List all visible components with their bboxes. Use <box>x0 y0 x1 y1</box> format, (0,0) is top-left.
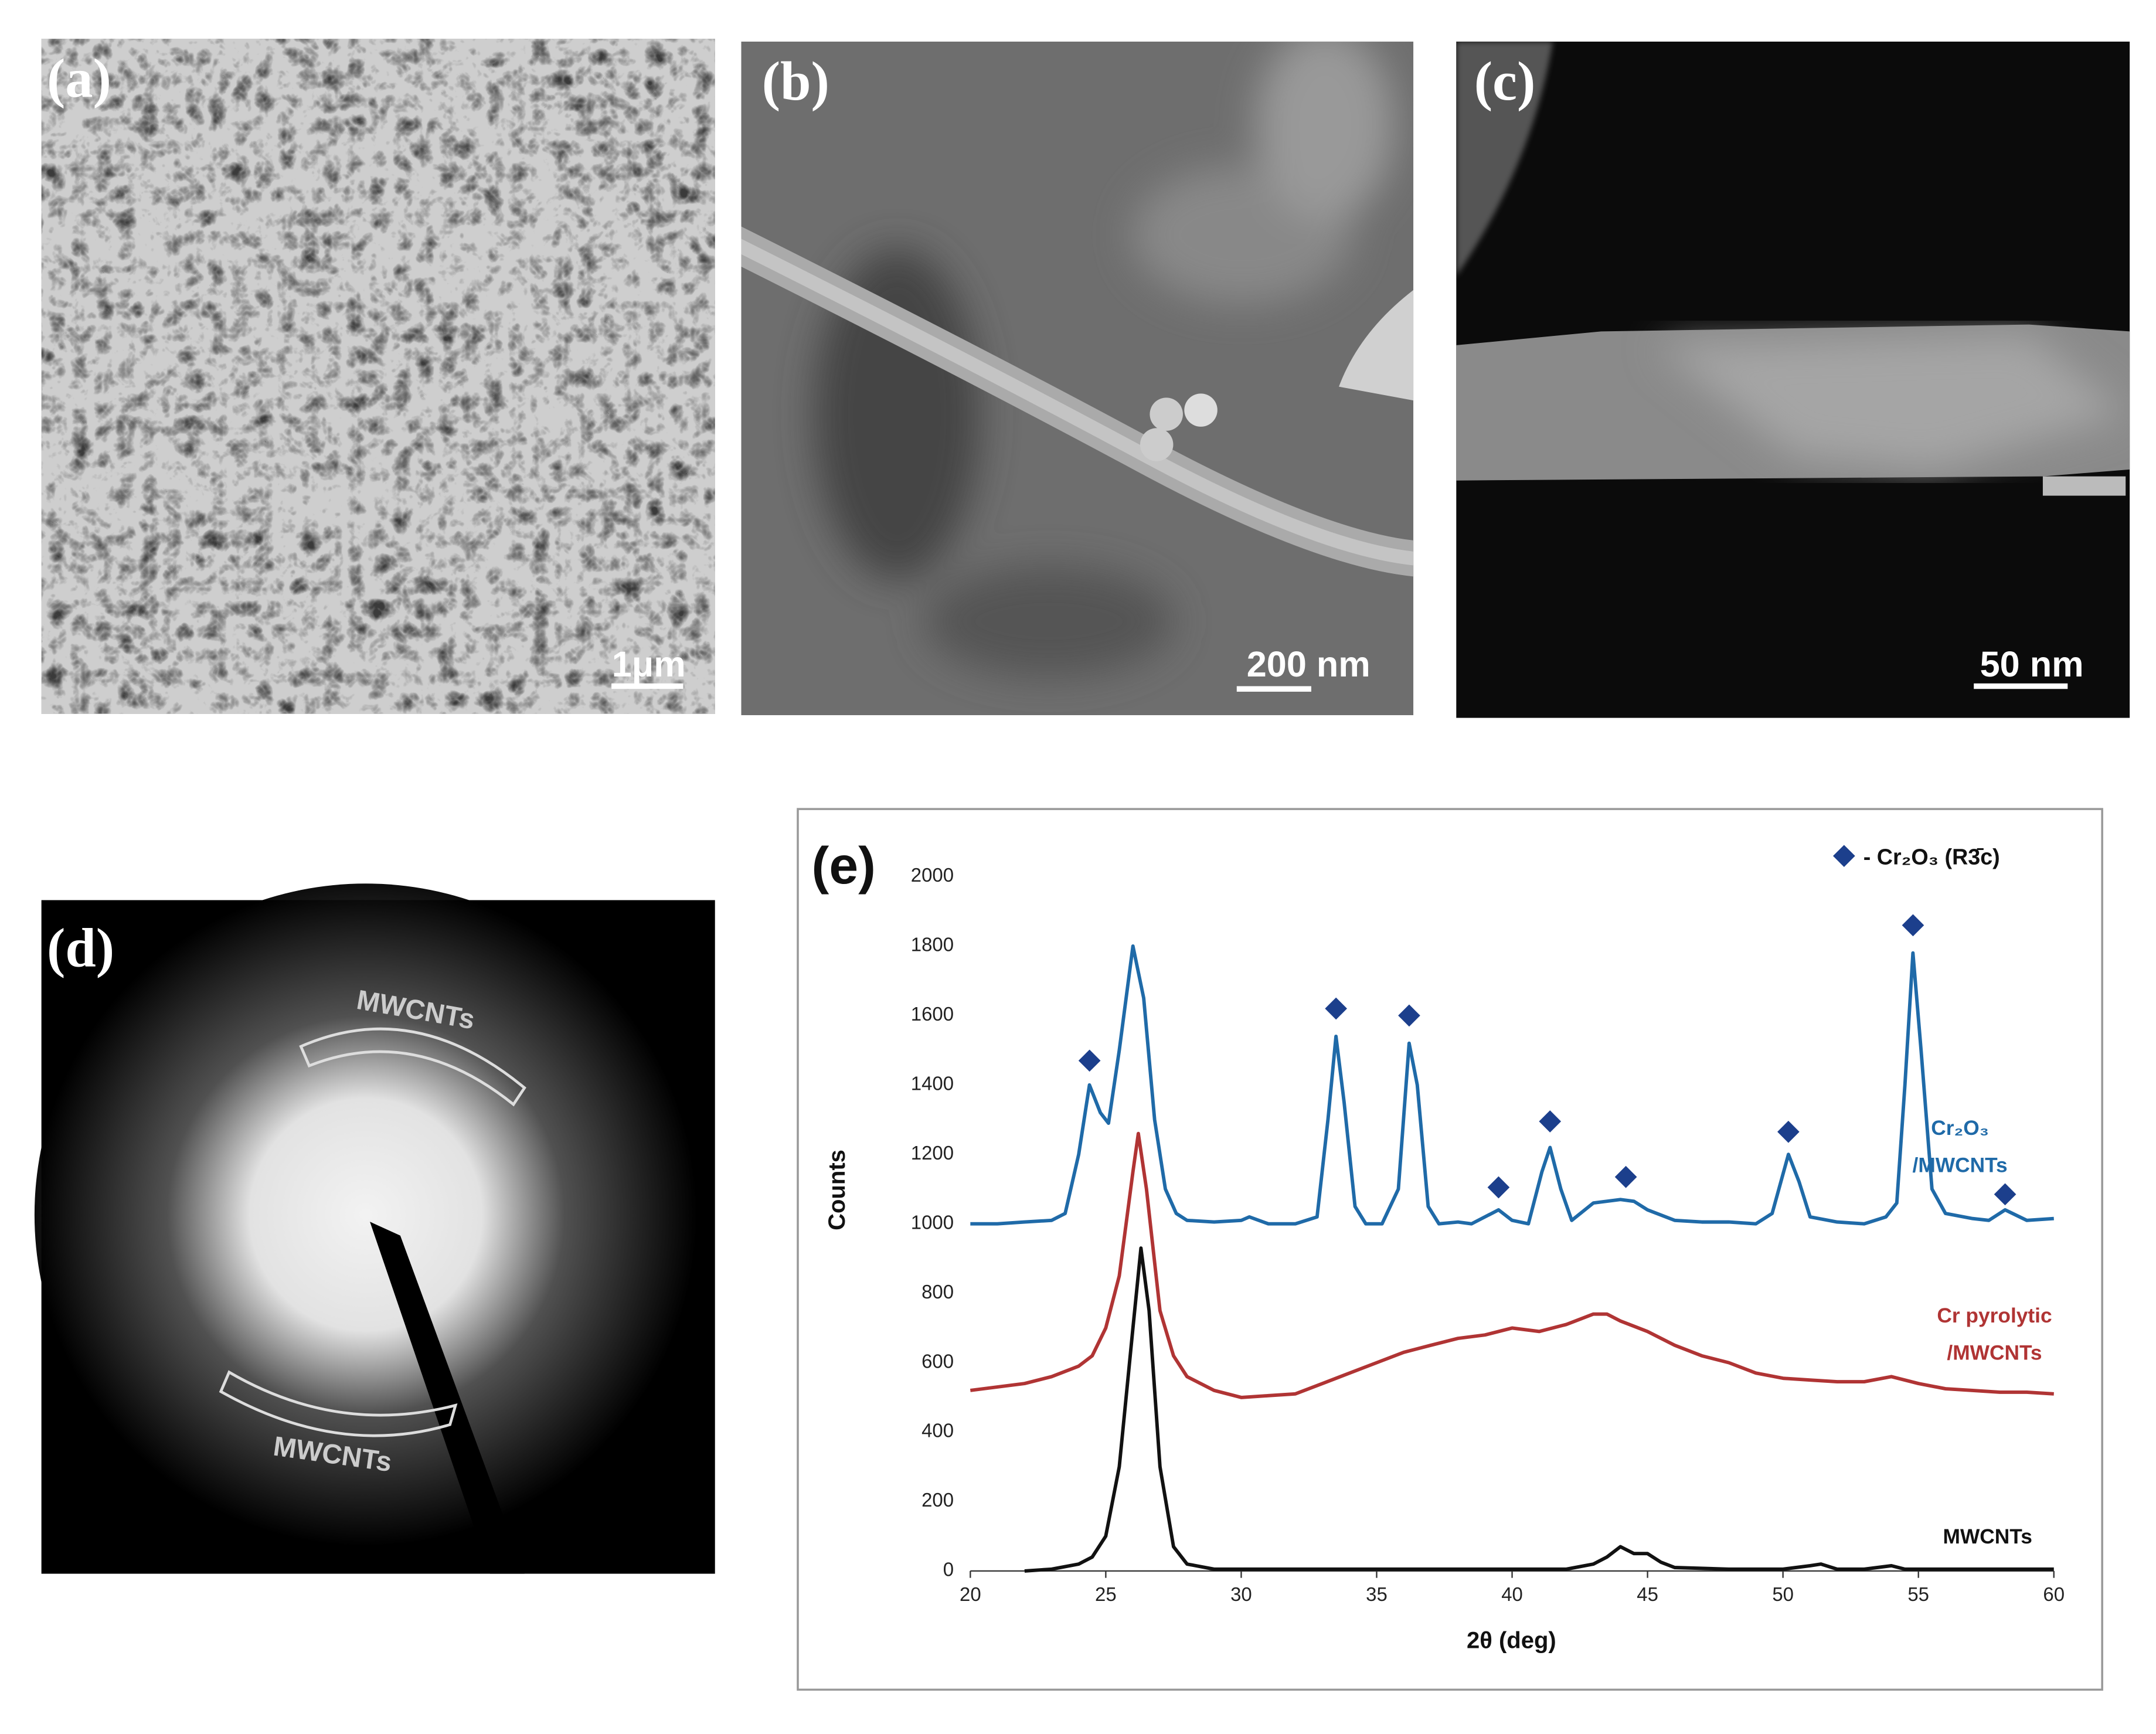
peak-marker <box>1325 997 1348 1020</box>
x-tick-label: 35 <box>1366 1583 1388 1605</box>
x-tick-label: 20 <box>960 1583 981 1605</box>
data-line <box>1024 1246 2054 1573</box>
scale-bar-label: 1μm <box>612 644 686 684</box>
y-tick-label: 1600 <box>911 1003 954 1025</box>
peak-marker <box>1398 1004 1420 1027</box>
peak-marker <box>1539 1110 1562 1133</box>
y-tick-label: 800 <box>921 1281 954 1303</box>
panel-b <box>741 41 1414 715</box>
panel-label: (e) <box>812 836 876 895</box>
panel-label: (a) <box>47 48 111 109</box>
peak-marker <box>1902 914 1924 937</box>
legend-label: - Cr₂O₃ (R3̄c) <box>1863 844 2000 869</box>
data-line <box>970 944 2054 1226</box>
peak-marker <box>1614 1165 1637 1188</box>
scale-bar-label: 50 nm <box>1980 644 2084 684</box>
x-tick-label: 45 <box>1637 1583 1658 1605</box>
x-tick-label: 25 <box>1095 1583 1117 1605</box>
x-tick-label: 60 <box>2043 1583 2065 1605</box>
scale-bar <box>1974 683 2068 689</box>
series-label: MWCNTs <box>1943 1525 2032 1548</box>
y-tick-label: 1000 <box>911 1211 954 1233</box>
series-label: Cr₂O₃ <box>1931 1117 1989 1140</box>
peak-marker <box>1994 1183 2016 1206</box>
y-tick-label: 1800 <box>911 934 954 956</box>
panel-label: (b) <box>762 51 829 112</box>
x-tick-label: 30 <box>1230 1583 1252 1605</box>
peak-marker <box>1078 1049 1101 1072</box>
x-tick-label: 55 <box>1907 1583 1929 1605</box>
y-tick-label: 200 <box>921 1489 954 1511</box>
series-label: /MWCNTs <box>1947 1342 2042 1365</box>
series-label: /MWCNTs <box>1913 1154 2008 1177</box>
panel-c <box>1456 41 2130 718</box>
y-axis-label: Counts <box>824 1150 850 1230</box>
peak-marker <box>1777 1120 1800 1143</box>
panel-d: MWCNTs MWCNTs (d) <box>34 883 715 1574</box>
panel-a: (a) 1μm <box>41 39 715 714</box>
y-tick-label: 600 <box>921 1350 954 1372</box>
y-tick-label: 1400 <box>911 1073 954 1094</box>
y-tick-label: 2000 <box>911 864 954 886</box>
y-tick-label: 400 <box>921 1420 954 1441</box>
legend-marker <box>1833 845 1855 867</box>
data-line <box>970 1131 2054 1399</box>
scale-bar <box>611 683 683 689</box>
x-axis-label: 2θ (deg) <box>1467 1628 1556 1654</box>
x-tick-label: 50 <box>1772 1583 1794 1605</box>
panel-e: (e) 2θ (deg) Counts - Cr₂O₃ (R3̄c) 0 200 4… <box>797 808 2103 1691</box>
scale-bar <box>1236 686 1311 692</box>
panel-label: (d) <box>47 918 114 979</box>
y-tick-label: 1200 <box>911 1142 954 1164</box>
series-label: Cr pyrolytic <box>1937 1304 2052 1327</box>
x-tick-label: 40 <box>1501 1583 1523 1605</box>
peak-marker <box>1487 1176 1510 1199</box>
scale-bar-label: 200 nm <box>1247 644 1371 684</box>
y-tick-label: 0 <box>943 1559 954 1580</box>
panel-label: (c) <box>1474 51 1536 112</box>
